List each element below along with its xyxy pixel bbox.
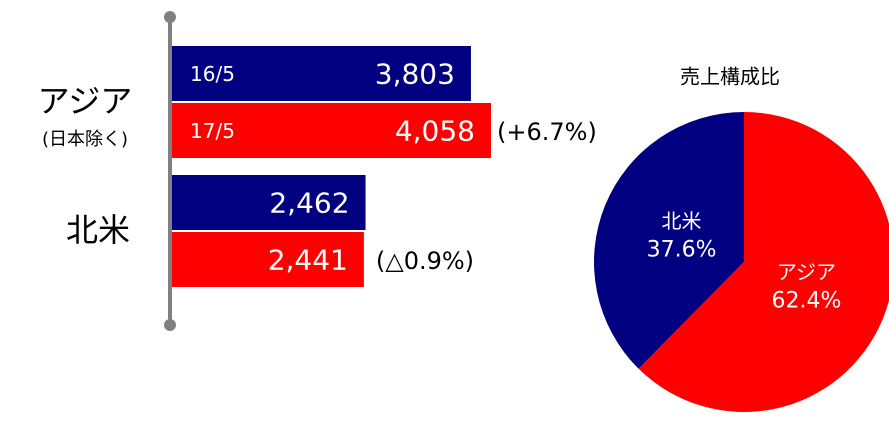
bar [172, 232, 364, 287]
slice-label: 北米 [662, 209, 702, 233]
category-note: (日本除く) [42, 129, 128, 150]
bar [172, 103, 491, 158]
annotation: (+6.7%) [497, 118, 597, 146]
category-label: アジア [38, 82, 133, 120]
category-label: 北米 [66, 211, 130, 249]
pie-slice [593, 112, 744, 369]
slice-value: 37.6% [647, 237, 717, 262]
axis-cap [164, 319, 176, 331]
value-label: 4,058 [395, 115, 475, 148]
annotation: (△0.9%) [376, 247, 474, 275]
series-label: 16/5 [190, 62, 235, 86]
slice-label: アジア [777, 260, 836, 284]
bar [172, 46, 471, 101]
value-label: 3,803 [375, 58, 455, 91]
value-label: 2,441 [268, 244, 348, 277]
pie-slice [638, 112, 889, 412]
pie-title: 売上構成比 [680, 65, 780, 89]
slice-value: 62.4% [771, 289, 841, 314]
bar [172, 175, 366, 230]
value-label: 2,462 [269, 187, 349, 220]
axis-cap [164, 11, 176, 23]
series-label: 17/5 [190, 119, 235, 143]
